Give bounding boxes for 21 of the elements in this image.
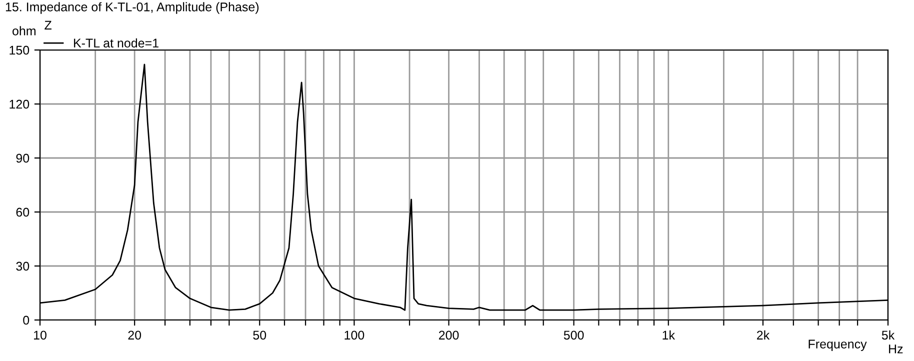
x-tick-label: 10 — [34, 330, 46, 340]
x-tick-label: 2k — [757, 330, 770, 340]
x-tick-label: 50 — [253, 330, 266, 340]
y-tick-label: 60 — [16, 208, 30, 217]
y-tick-label: 90 — [16, 154, 30, 163]
x-tick-label: 500 — [564, 330, 584, 340]
legend-label: K-TL at node=1 — [74, 38, 158, 48]
x-axis-title: Frequency — [808, 340, 867, 351]
y-tick-label: 150 — [10, 46, 30, 55]
text: Hz — [889, 344, 903, 354]
x-tick-label: 5k — [882, 330, 895, 340]
x-tick-label: 20 — [128, 330, 142, 340]
x-tick-label: 200 — [438, 330, 459, 340]
y-tick-label: 120 — [10, 100, 30, 109]
chart-title: 15. Impedance of K-TL-01, Amplitude (Phase) — [6, 2, 259, 14]
y-tick-label: 30 — [16, 262, 30, 271]
x-tick-label: 100 — [344, 330, 364, 340]
y-axis-title: ohm — [12, 26, 36, 36]
legend-title: Z — [44, 20, 52, 30]
x-tick-label: 1k — [662, 330, 676, 340]
y-tick-label: 0 — [23, 316, 30, 325]
